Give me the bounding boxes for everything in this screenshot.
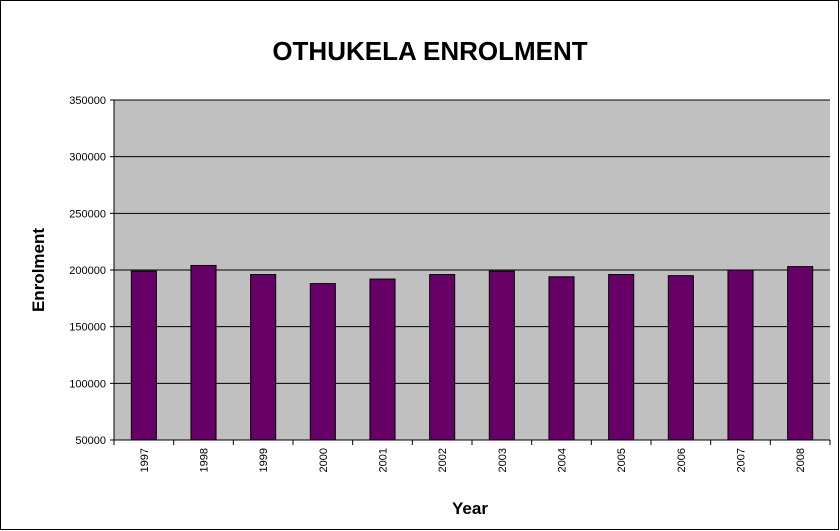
x-tick-label: 2006 <box>676 448 688 472</box>
x-tick-label: 1997 <box>139 448 151 472</box>
bar <box>250 274 277 441</box>
bar <box>667 275 694 441</box>
x-tick-label: 2005 <box>616 448 628 472</box>
x-tick-label: 2001 <box>378 448 390 472</box>
x-tick-label: 2008 <box>795 448 807 472</box>
bar <box>548 276 575 441</box>
bar <box>130 270 157 441</box>
y-tick-label: 50000 <box>75 435 106 447</box>
y-tick-label: 200000 <box>69 265 106 277</box>
x-tick-label: 2007 <box>736 448 748 472</box>
y-tick-label: 100000 <box>69 378 106 390</box>
bar <box>727 269 754 441</box>
x-tick-label: 2003 <box>497 448 509 472</box>
x-tick-label: 1998 <box>199 448 211 472</box>
bar <box>429 274 456 441</box>
bar <box>190 264 217 441</box>
x-tick-label: 2000 <box>318 448 330 472</box>
x-axis-label: Year <box>452 499 488 518</box>
bar <box>787 266 814 441</box>
y-tick-label: 350000 <box>69 95 106 107</box>
bar <box>309 283 336 441</box>
x-tick-label: 1999 <box>258 448 270 472</box>
y-tick-label: 250000 <box>69 208 106 220</box>
y-axis-label: Enrolment <box>29 228 48 312</box>
chart-title: OTHUKELA ENROLMENT <box>272 36 587 66</box>
bar <box>369 278 396 441</box>
bar <box>608 274 635 441</box>
bar <box>488 270 515 441</box>
y-tick-label: 300000 <box>69 152 106 164</box>
x-tick-label: 2002 <box>437 448 449 472</box>
x-tick-label: 2004 <box>557 448 569 472</box>
y-tick-label: 150000 <box>69 322 106 334</box>
